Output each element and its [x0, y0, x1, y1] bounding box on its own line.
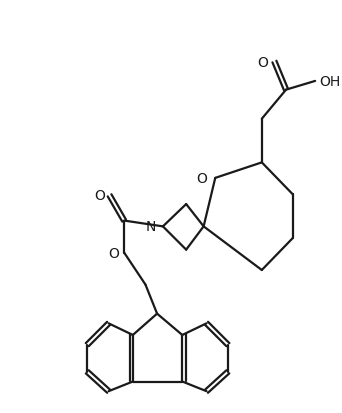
Text: O: O	[108, 246, 119, 260]
Text: OH: OH	[319, 75, 340, 89]
Text: O: O	[94, 189, 105, 203]
Text: N: N	[146, 220, 156, 234]
Text: O: O	[197, 171, 208, 185]
Text: O: O	[258, 55, 268, 69]
